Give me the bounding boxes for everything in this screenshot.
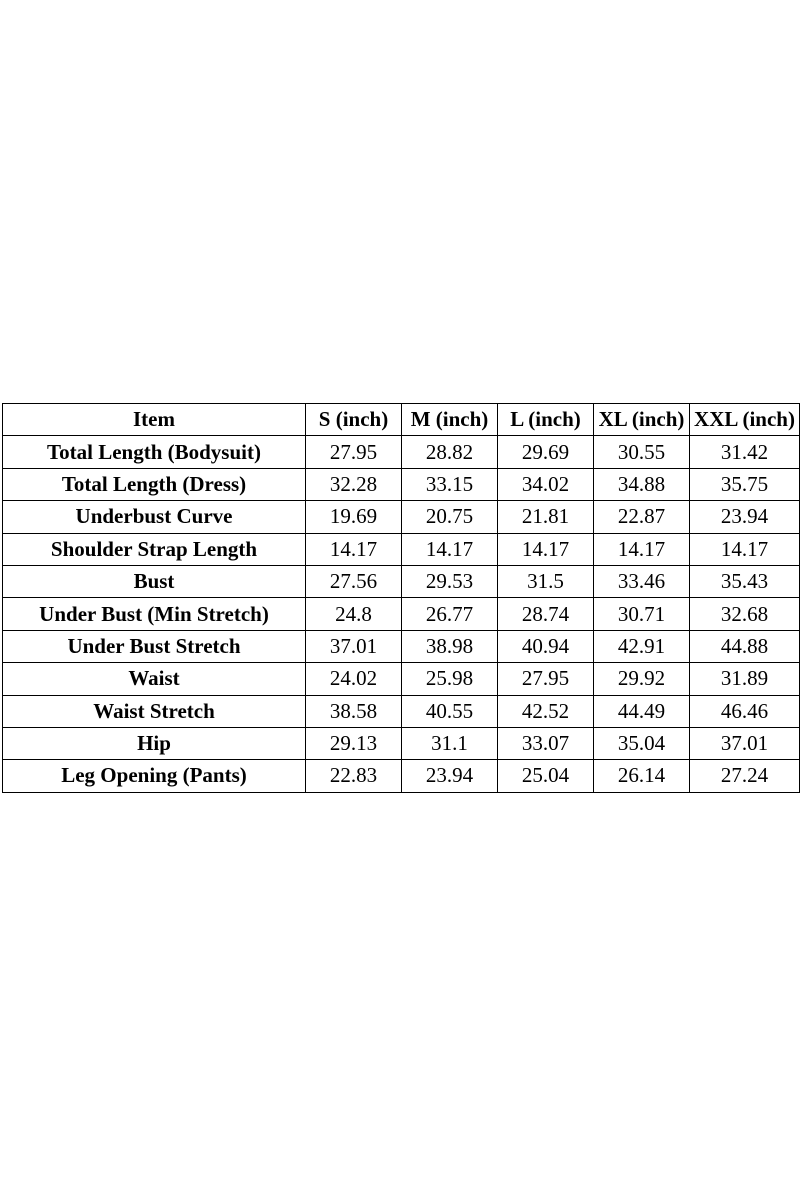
size-cell: 32.68 bbox=[689, 597, 800, 631]
table-row: Total Length (Dress) 32.28 33.15 34.02 34.88… bbox=[2, 467, 800, 502]
size-cell: 25.04 bbox=[497, 759, 594, 793]
size-cell: 23.94 bbox=[689, 500, 800, 534]
header-cell: L (inch) bbox=[497, 402, 594, 437]
size-cell: 32.28 bbox=[305, 467, 402, 502]
size-table: Item S (inch) M (inch) L (inch) XL (inch) XXL… bbox=[2, 402, 800, 793]
size-cell: 28.74 bbox=[497, 597, 594, 631]
size-cell: 19.69 bbox=[305, 500, 402, 534]
item-cell: Total Length (Dress) bbox=[2, 467, 306, 502]
size-cell: 40.55 bbox=[401, 694, 498, 728]
size-cell: 30.55 bbox=[593, 435, 690, 469]
size-cell: 34.88 bbox=[593, 467, 690, 502]
size-cell: 24.02 bbox=[305, 662, 402, 696]
size-cell: 44.49 bbox=[593, 694, 690, 728]
header-row: Item S (inch) M (inch) L (inch) XL (inch) XXL… bbox=[2, 402, 800, 437]
size-cell: 22.83 bbox=[305, 759, 402, 793]
size-cell: 14.17 bbox=[689, 532, 800, 566]
size-cell: 27.56 bbox=[305, 564, 402, 599]
item-cell: Total Length (Bodysuit) bbox=[2, 435, 306, 469]
item-cell: Hip bbox=[2, 726, 306, 761]
table-row: Waist Stretch 38.58 40.55 42.52 44.49 46.46 bbox=[2, 694, 800, 728]
item-cell: Shoulder Strap Length bbox=[2, 532, 306, 566]
size-cell: 33.07 bbox=[497, 726, 594, 761]
item-cell: Bust bbox=[2, 564, 306, 599]
item-cell: Waist Stretch bbox=[2, 694, 306, 728]
size-cell: 20.75 bbox=[401, 500, 498, 534]
size-cell: 33.46 bbox=[593, 564, 690, 599]
size-cell: 37.01 bbox=[689, 726, 800, 761]
item-cell: Leg Opening (Pants) bbox=[2, 759, 306, 793]
size-cell: 34.02 bbox=[497, 467, 594, 502]
size-cell: 22.87 bbox=[593, 500, 690, 534]
size-cell: 35.43 bbox=[689, 564, 800, 599]
size-cell: 38.58 bbox=[305, 694, 402, 728]
size-cell: 26.77 bbox=[401, 597, 498, 631]
size-cell: 29.69 bbox=[497, 435, 594, 469]
header-cell: XL (inch) bbox=[593, 402, 690, 437]
size-cell: 29.92 bbox=[593, 662, 690, 696]
size-cell: 31.1 bbox=[401, 726, 498, 761]
size-cell: 29.13 bbox=[305, 726, 402, 761]
table-row: Waist 24.02 25.98 27.95 29.92 31.89 bbox=[2, 662, 800, 696]
size-cell: 38.98 bbox=[401, 629, 498, 664]
size-cell: 14.17 bbox=[593, 532, 690, 566]
size-cell: 46.46 bbox=[689, 694, 800, 728]
size-cell: 37.01 bbox=[305, 629, 402, 664]
header-cell: M (inch) bbox=[401, 402, 498, 437]
size-cell: 27.95 bbox=[305, 435, 402, 469]
size-cell: 30.71 bbox=[593, 597, 690, 631]
size-cell: 40.94 bbox=[497, 629, 594, 664]
item-cell: Under Bust (Min Stretch) bbox=[2, 597, 306, 631]
table-row: Total Length (Bodysuit) 27.95 28.82 29.69 30… bbox=[2, 435, 800, 469]
size-cell: 28.82 bbox=[401, 435, 498, 469]
size-cell: 24.8 bbox=[305, 597, 402, 631]
size-cell: 29.53 bbox=[401, 564, 498, 599]
item-cell: Waist bbox=[2, 662, 306, 696]
size-cell: 35.75 bbox=[689, 467, 800, 502]
size-cell: 27.95 bbox=[497, 662, 594, 696]
table-row: Hip 29.13 31.1 33.07 35.04 37.01 bbox=[2, 726, 800, 761]
table-row: Under Bust (Min Stretch) 24.8 26.77 28.74 30… bbox=[2, 597, 800, 631]
header-cell: XXL (inch) bbox=[689, 402, 800, 437]
table-row: Underbust Curve 19.69 20.75 21.81 22.87 23.94 bbox=[2, 500, 800, 534]
size-cell: 25.98 bbox=[401, 662, 498, 696]
size-cell: 26.14 bbox=[593, 759, 690, 793]
item-cell: Underbust Curve bbox=[2, 500, 306, 534]
table-body: Total Length (Bodysuit) 27.95 28.82 29.69 30… bbox=[2, 435, 800, 793]
size-cell: 31.42 bbox=[689, 435, 800, 469]
size-cell: 23.94 bbox=[401, 759, 498, 793]
size-cell: 31.5 bbox=[497, 564, 594, 599]
size-cell: 42.91 bbox=[593, 629, 690, 664]
table-row: Leg Opening (Pants) 22.83 23.94 25.04 26.14 2… bbox=[2, 759, 800, 793]
size-cell: 21.81 bbox=[497, 500, 594, 534]
size-cell: 14.17 bbox=[401, 532, 498, 566]
item-cell: Under Bust Stretch bbox=[2, 629, 306, 664]
size-cell: 31.89 bbox=[689, 662, 800, 696]
header-cell: Item bbox=[2, 402, 306, 437]
size-cell: 42.52 bbox=[497, 694, 594, 728]
table-row: Shoulder Strap Length 14.17 14.17 14.17 14.1… bbox=[2, 532, 800, 566]
table-row: Bust 27.56 29.53 31.5 33.46 35.43 bbox=[2, 564, 800, 599]
size-cell: 44.88 bbox=[689, 629, 800, 664]
size-cell: 14.17 bbox=[305, 532, 402, 566]
size-cell: 27.24 bbox=[689, 759, 800, 793]
size-cell: 33.15 bbox=[401, 467, 498, 502]
size-cell: 35.04 bbox=[593, 726, 690, 761]
size-cell: 14.17 bbox=[497, 532, 594, 566]
header-cell: S (inch) bbox=[305, 402, 402, 437]
table-row: Under Bust Stretch 37.01 38.98 40.94 42.91 44… bbox=[2, 629, 800, 664]
